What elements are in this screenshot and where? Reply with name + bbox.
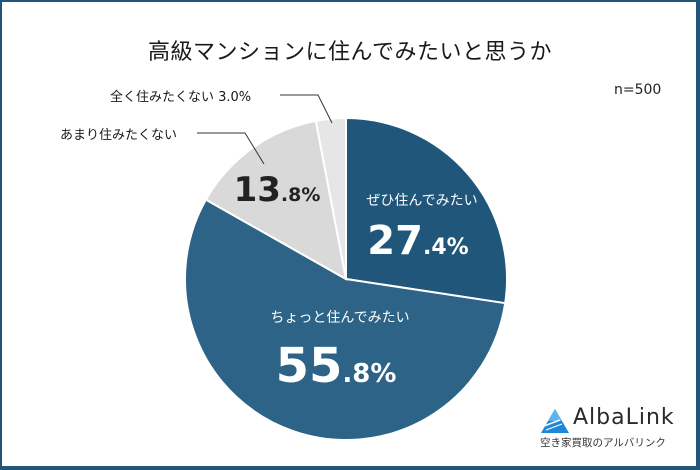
label-not-much: あまり住みたくない bbox=[60, 128, 178, 143]
value-not-much-dec: .8% bbox=[280, 184, 321, 206]
slice-definitely bbox=[345, 116, 508, 305]
leader-line-not-much bbox=[197, 132, 265, 165]
pie-slices bbox=[183, 116, 508, 441]
logo-mark-icon bbox=[541, 409, 569, 433]
chart-title: 高級マンションに住んでみたいと思うか bbox=[148, 40, 552, 65]
slice-somewhat bbox=[183, 198, 507, 441]
label-not-at-all: 全く住みたくない 3.0% bbox=[110, 90, 252, 105]
sample-size: n=500 bbox=[614, 82, 662, 98]
label-definitely: ぜひ住んでみたい bbox=[366, 193, 478, 209]
slice-not-much bbox=[204, 119, 348, 281]
value-somewhat: 55.8% bbox=[276, 338, 397, 394]
logo-brand-name: AlbaLink bbox=[573, 405, 675, 430]
slice-not-at-all bbox=[314, 116, 347, 280]
albalink-logo: AlbaLink 空き家買取のアルバリンク bbox=[540, 405, 680, 455]
value-somewhat-dec: .8% bbox=[342, 359, 397, 389]
value-definitely: 27.4% bbox=[367, 218, 468, 264]
logo-tagline: 空き家買取のアルバリンク bbox=[540, 437, 666, 449]
value-definitely-int: 27 bbox=[367, 218, 423, 264]
value-not-much: 13.8% bbox=[234, 170, 321, 210]
label-somewhat: ちょっと住んでみたい bbox=[270, 310, 410, 326]
value-somewhat-int: 55 bbox=[275, 338, 343, 394]
value-not-much-int: 13 bbox=[233, 170, 281, 210]
leader-line-not-at-all bbox=[280, 94, 333, 124]
value-definitely-dec: .4% bbox=[422, 235, 469, 260]
